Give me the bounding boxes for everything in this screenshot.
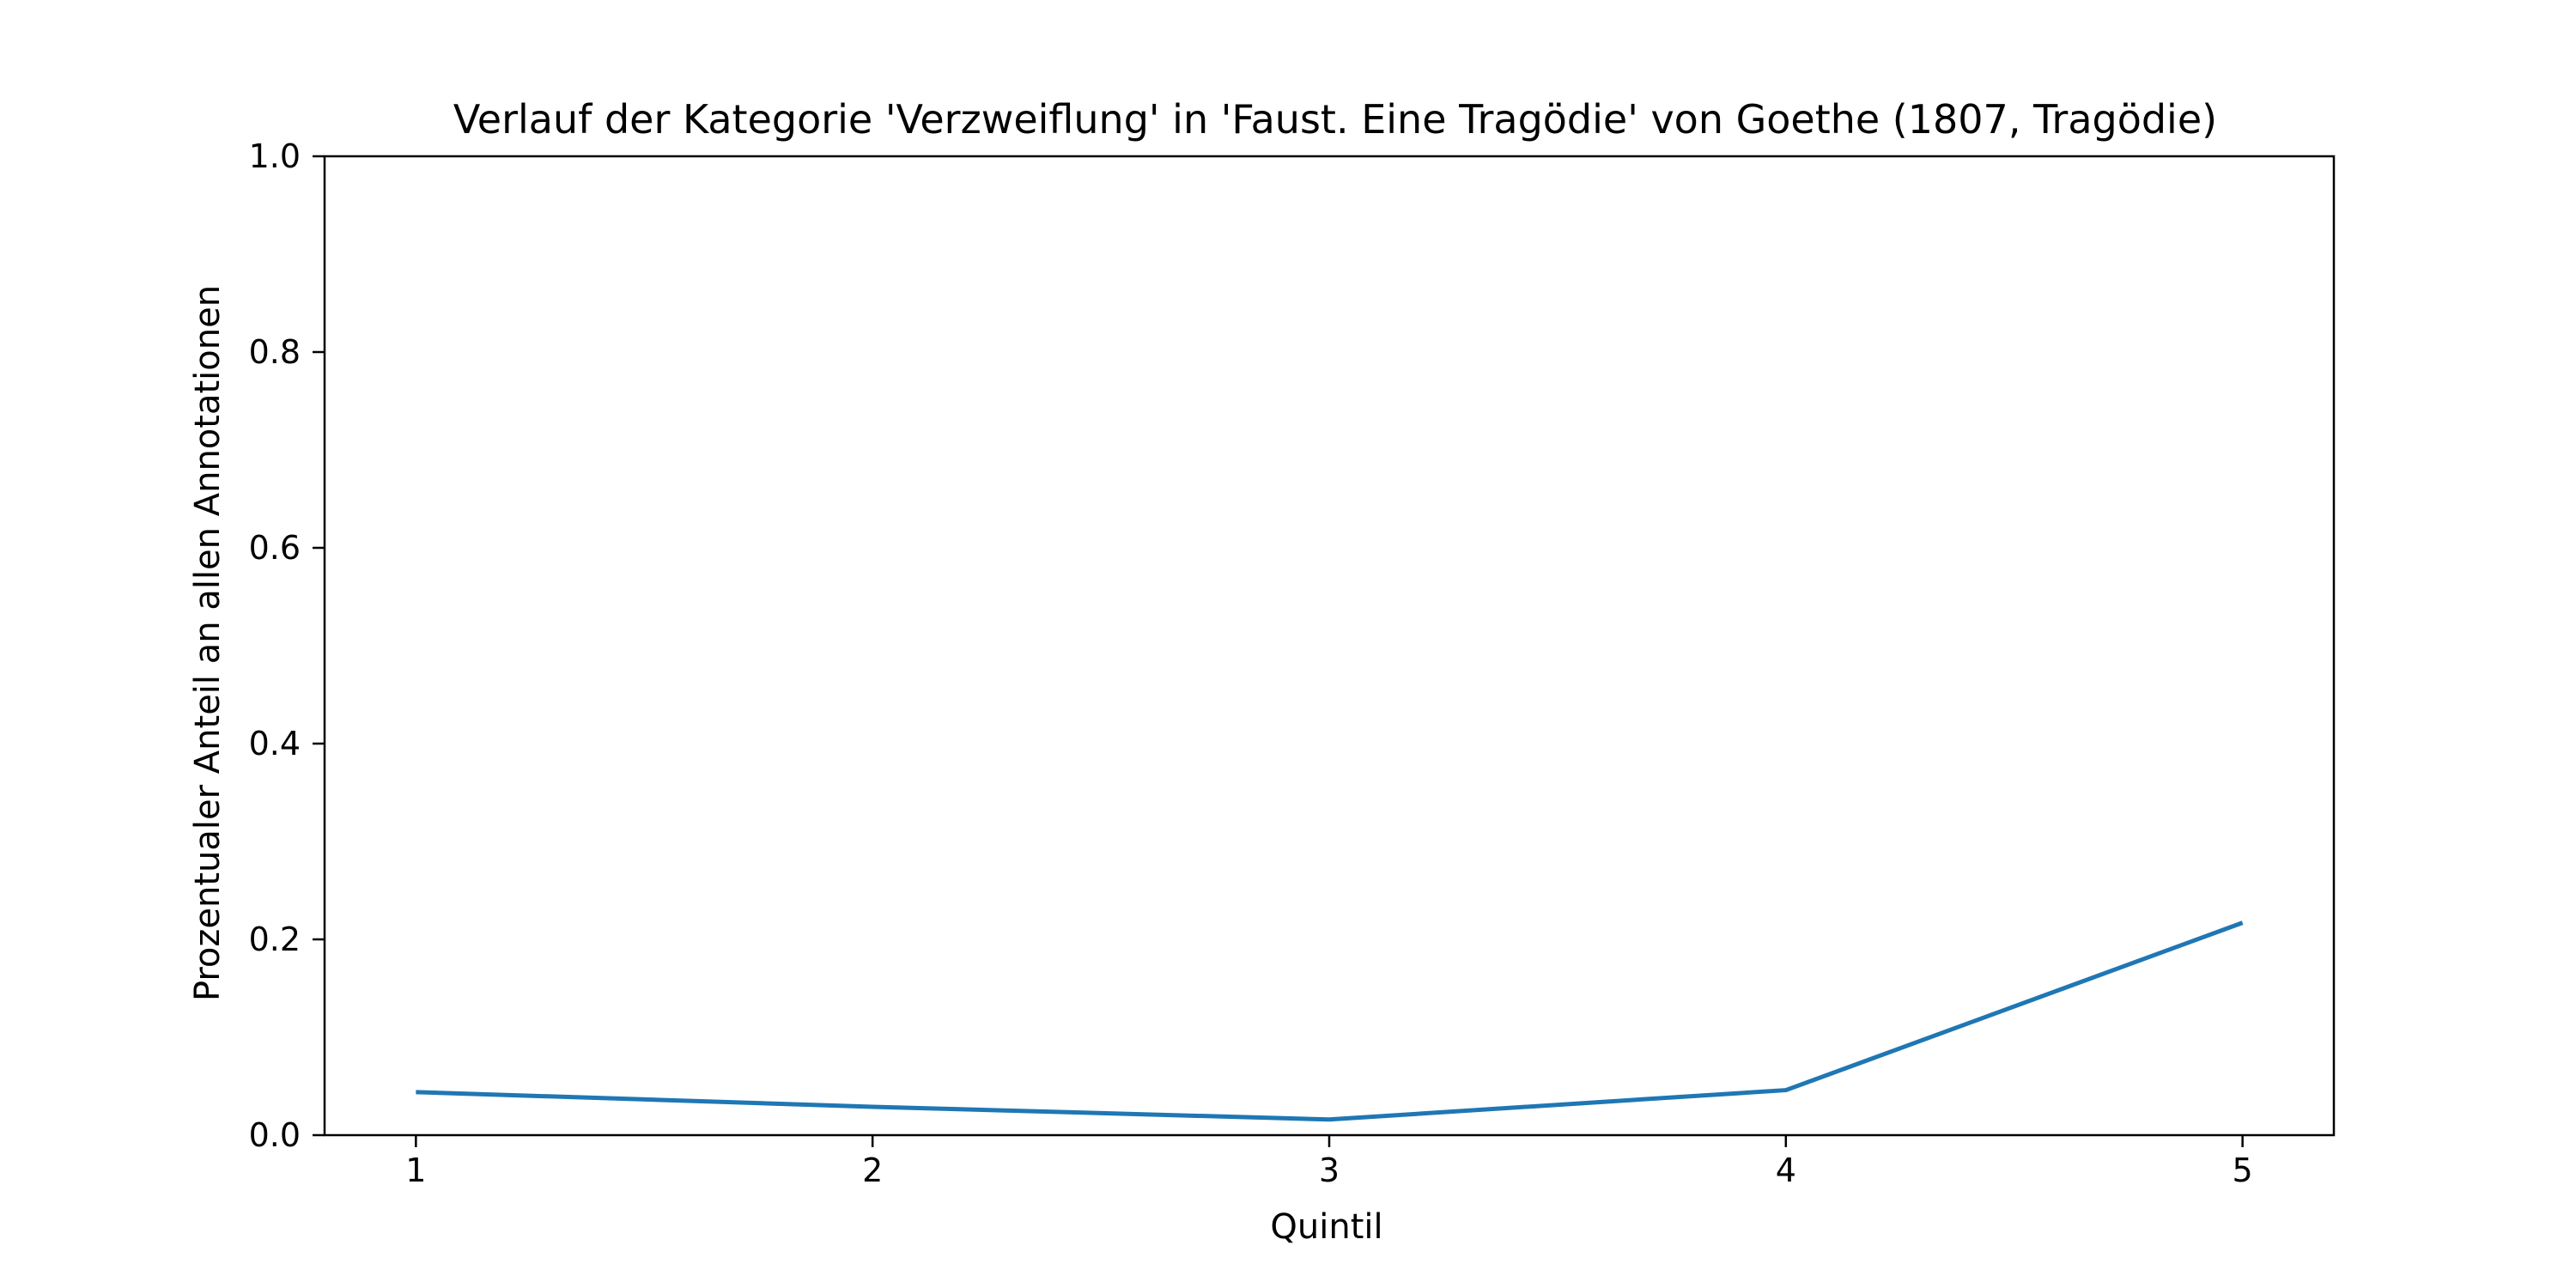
x-tick-label: 5 (2233, 1151, 2253, 1189)
x-axis-label: Quintil (1270, 1207, 1382, 1247)
y-tick-label: 0.8 (249, 333, 301, 371)
x-tick-label: 4 (1776, 1151, 1796, 1189)
x-tick-label: 2 (862, 1151, 883, 1189)
y-tick-label: 1.0 (249, 137, 301, 175)
x-tick-label: 3 (1319, 1151, 1340, 1189)
y-tick-label: 0.2 (249, 920, 301, 958)
y-tick-label: 0.4 (249, 725, 301, 762)
y-tick-label: 0.6 (249, 529, 301, 567)
y-axis-label: Prozentualer Anteil an allen Annotatione… (188, 285, 228, 1001)
y-tick-label: 0.0 (249, 1116, 301, 1154)
series-line-1 (416, 920, 2244, 1122)
plot-area: 1 2 3 4 5 0.0 0.2 0.4 0.6 0.8 1.0 (249, 137, 2336, 1189)
x-tick-label: 1 (405, 1151, 426, 1189)
chart-title: Verlauf der Kategorie 'Verzweiflung' in … (453, 96, 2217, 143)
